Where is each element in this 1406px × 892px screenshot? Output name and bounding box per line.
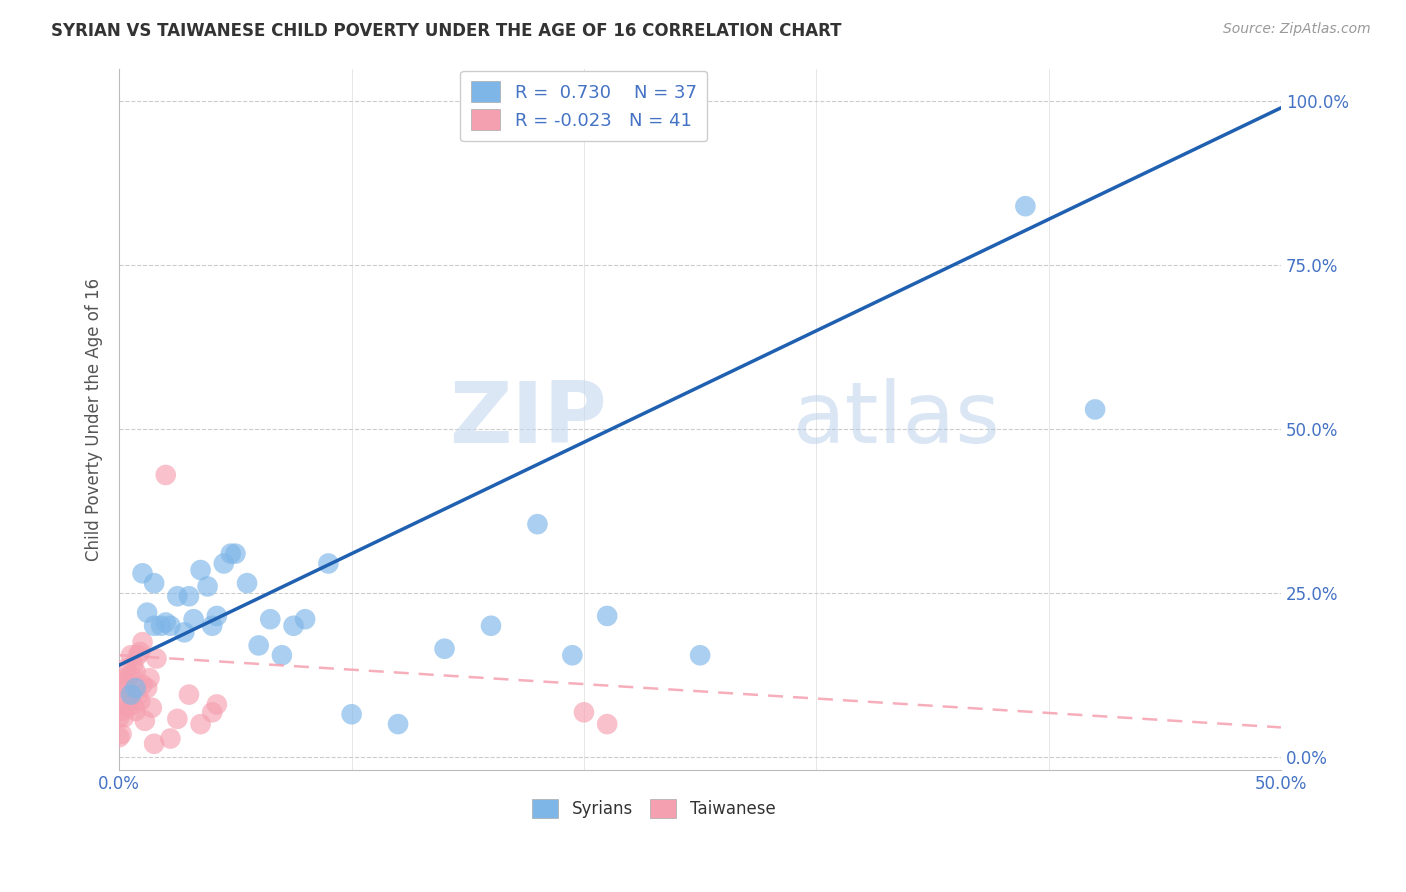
Point <box>120 688 142 702</box>
Point <box>224 547 246 561</box>
Point <box>145 651 167 665</box>
Point <box>155 615 177 630</box>
Point <box>433 641 456 656</box>
Y-axis label: Child Poverty Under the Age of 16: Child Poverty Under the Age of 16 <box>86 277 103 561</box>
Point <box>117 671 139 685</box>
Point <box>138 671 160 685</box>
Point <box>259 612 281 626</box>
Point <box>212 557 235 571</box>
Point <box>219 547 242 561</box>
Point <box>134 714 156 728</box>
Point <box>124 704 146 718</box>
Point <box>479 619 502 633</box>
Point <box>166 589 188 603</box>
Point <box>247 639 270 653</box>
Point <box>177 688 200 702</box>
Point <box>110 704 132 718</box>
Point <box>110 727 132 741</box>
Text: ZIP: ZIP <box>450 377 607 461</box>
Point <box>141 700 163 714</box>
Point <box>294 612 316 626</box>
Point <box>127 688 149 702</box>
Point <box>120 648 142 663</box>
Point <box>201 619 224 633</box>
Point <box>129 694 152 708</box>
Point <box>177 589 200 603</box>
Point <box>283 619 305 633</box>
Point <box>166 712 188 726</box>
Point <box>131 566 153 581</box>
Point <box>387 717 409 731</box>
Point <box>131 635 153 649</box>
Point <box>115 698 138 712</box>
Point <box>143 576 166 591</box>
Point <box>1084 402 1107 417</box>
Point <box>526 517 548 532</box>
Point <box>112 671 135 685</box>
Point <box>236 576 259 591</box>
Point <box>122 698 145 712</box>
Point <box>173 625 195 640</box>
Point <box>124 681 146 695</box>
Point <box>155 467 177 482</box>
Point <box>117 700 139 714</box>
Point <box>143 737 166 751</box>
Point <box>205 698 228 712</box>
Point <box>159 619 181 633</box>
Point <box>115 681 138 695</box>
Point <box>124 665 146 679</box>
Point <box>340 707 363 722</box>
Point <box>122 658 145 673</box>
Point <box>159 731 181 746</box>
Point <box>136 606 159 620</box>
Text: Source: ZipAtlas.com: Source: ZipAtlas.com <box>1223 22 1371 37</box>
Point <box>572 706 595 720</box>
Point <box>689 648 711 663</box>
Point <box>205 609 228 624</box>
Point <box>197 579 219 593</box>
Point <box>120 688 142 702</box>
Point <box>112 690 135 705</box>
Point <box>127 648 149 663</box>
Point <box>318 557 340 571</box>
Point <box>190 717 212 731</box>
Legend: Syrians, Taiwanese: Syrians, Taiwanese <box>526 792 782 825</box>
Point <box>150 619 173 633</box>
Text: atlas: atlas <box>793 377 1001 461</box>
Point <box>201 706 224 720</box>
Point <box>110 678 132 692</box>
Point <box>129 645 152 659</box>
Point <box>596 717 619 731</box>
Point <box>112 710 135 724</box>
Point <box>190 563 212 577</box>
Point <box>561 648 583 663</box>
Point <box>143 619 166 633</box>
Point <box>136 681 159 695</box>
Point <box>131 678 153 692</box>
Point <box>120 668 142 682</box>
Point <box>115 661 138 675</box>
Point <box>183 612 205 626</box>
Point <box>596 609 619 624</box>
Point <box>108 730 131 744</box>
Point <box>1014 199 1036 213</box>
Point <box>271 648 294 663</box>
Point <box>108 710 131 724</box>
Text: SYRIAN VS TAIWANESE CHILD POVERTY UNDER THE AGE OF 16 CORRELATION CHART: SYRIAN VS TAIWANESE CHILD POVERTY UNDER … <box>51 22 841 40</box>
